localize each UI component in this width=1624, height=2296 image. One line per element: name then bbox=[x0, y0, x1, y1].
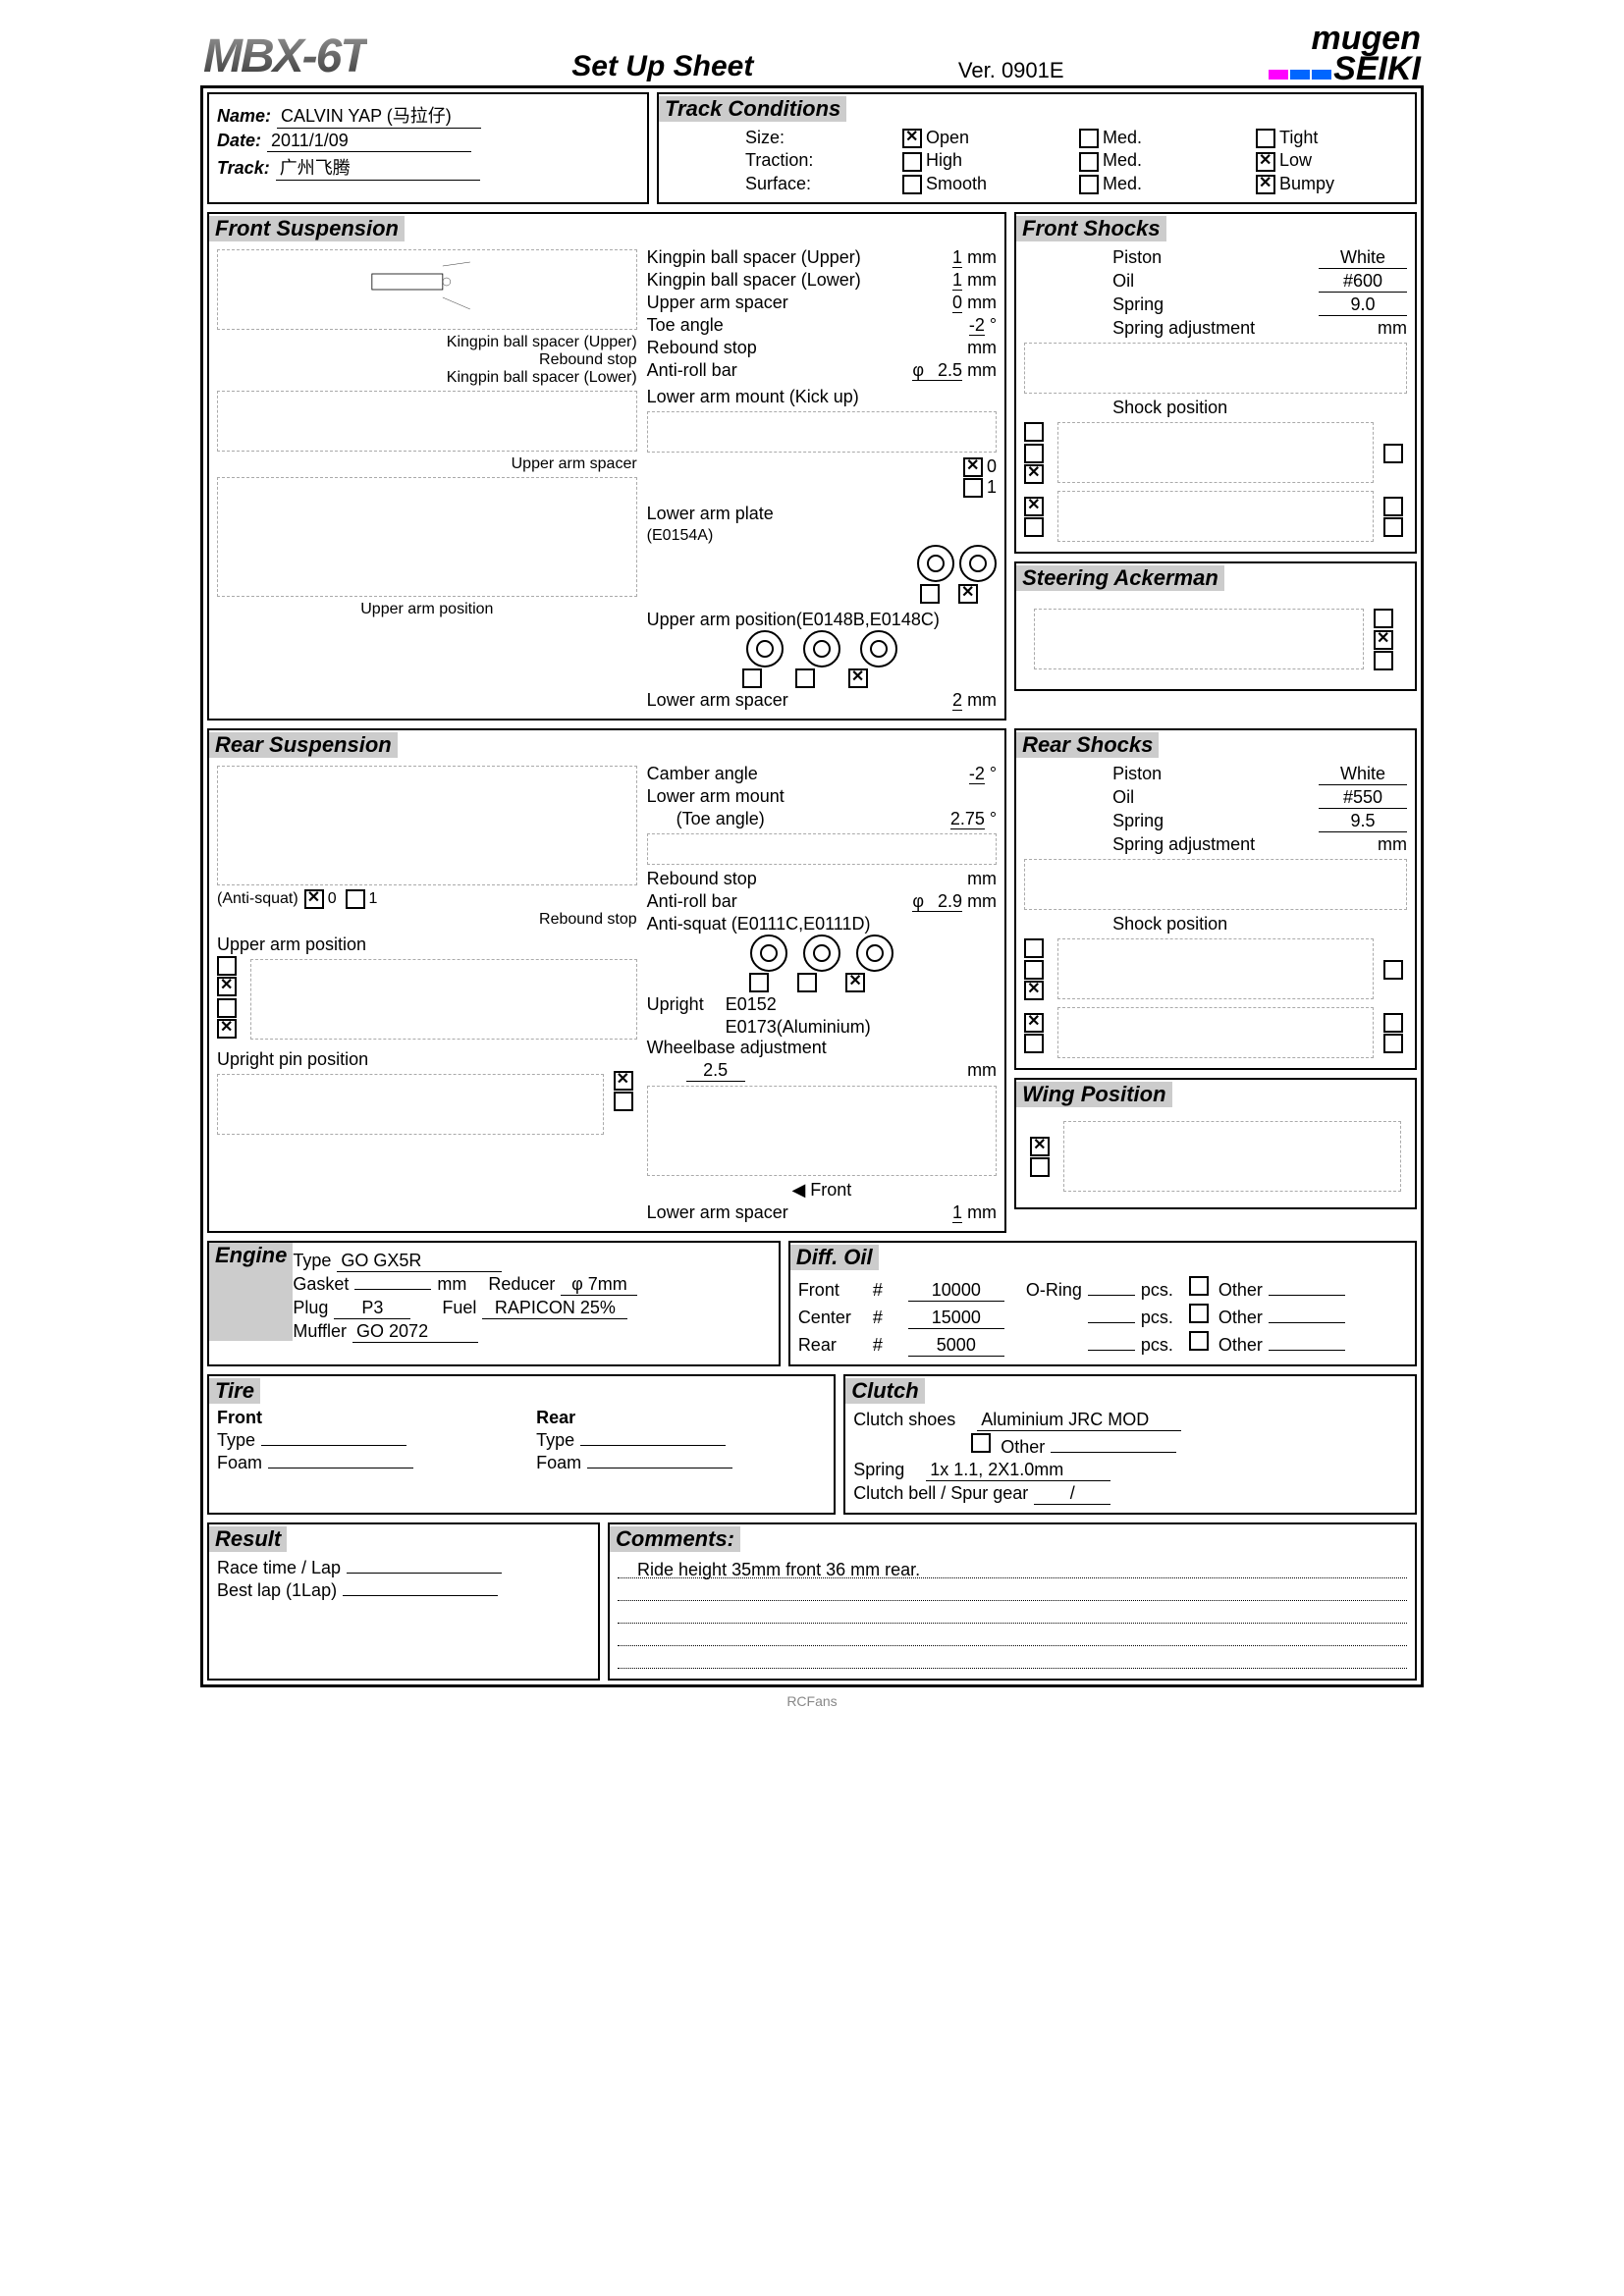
engine: Engine TypeGO GX5R Gasketmm Reducerφ 7mm… bbox=[207, 1241, 781, 1366]
front-susp-diagram bbox=[217, 249, 637, 330]
checkbox bbox=[1024, 981, 1044, 1000]
checkbox bbox=[1024, 422, 1044, 442]
checkbox bbox=[1383, 1034, 1403, 1053]
checkbox bbox=[614, 1092, 633, 1111]
version: Ver. 0901E bbox=[958, 58, 1064, 83]
checkbox bbox=[902, 175, 922, 194]
checkbox bbox=[742, 668, 762, 688]
checkbox bbox=[1024, 938, 1044, 958]
checkbox bbox=[749, 973, 769, 992]
checkbox bbox=[217, 1019, 237, 1039]
steering-ackerman: Steering Ackerman bbox=[1014, 561, 1417, 691]
checkbox bbox=[958, 584, 978, 604]
track-label: Track: bbox=[217, 158, 270, 179]
checkbox bbox=[1256, 152, 1275, 172]
checkbox bbox=[1030, 1137, 1050, 1156]
front-suspension: Front Suspension Kingpin ball spacer (Up… bbox=[207, 212, 1006, 721]
footer: RCFans bbox=[203, 1693, 1421, 1709]
checkbox bbox=[963, 478, 983, 498]
brand-logo: mugen SEIKI bbox=[1269, 24, 1421, 83]
rear-shocks: Rear Shocks PistonWhiteOil#550Spring9.5S… bbox=[1014, 728, 1417, 1070]
checkbox bbox=[1079, 175, 1099, 194]
checkbox bbox=[920, 584, 940, 604]
checkbox bbox=[1024, 517, 1044, 537]
rear-suspension: Rear Suspension (Anti-squat) 0 1 Rebound… bbox=[207, 728, 1006, 1233]
checkbox bbox=[217, 998, 237, 1018]
clutch: Clutch Clutch shoes Aluminium JRC MOD Ot… bbox=[843, 1374, 1417, 1515]
checkbox bbox=[1383, 517, 1403, 537]
name-value: CALVIN YAP (马拉仔) bbox=[277, 102, 481, 129]
checkbox bbox=[1256, 129, 1275, 148]
checkbox bbox=[1024, 1034, 1044, 1053]
checkbox bbox=[902, 152, 922, 172]
checkbox bbox=[795, 668, 815, 688]
date-value: 2011/1/09 bbox=[267, 131, 471, 152]
checkbox bbox=[1383, 444, 1403, 463]
rear-susp-diagram bbox=[217, 766, 637, 885]
track-value: 广州飞腾 bbox=[276, 154, 480, 181]
result: Result Race time / Lap Best lap (1Lap) bbox=[207, 1522, 600, 1681]
checkbox bbox=[1024, 960, 1044, 980]
checkbox bbox=[1374, 651, 1393, 670]
checkbox bbox=[1374, 630, 1393, 650]
checkbox bbox=[1189, 1331, 1209, 1351]
checkbox bbox=[963, 457, 983, 477]
checkbox bbox=[797, 973, 817, 992]
checkbox bbox=[902, 129, 922, 148]
track-conditions: Track Conditions Size:OpenMed.TightTract… bbox=[657, 92, 1417, 204]
wing-position: Wing Position bbox=[1014, 1078, 1417, 1209]
checkbox bbox=[217, 956, 237, 976]
checkbox bbox=[1024, 1013, 1044, 1033]
sheet-title: Set Up Sheet bbox=[571, 50, 753, 83]
model-logo: MBX-6T bbox=[203, 29, 367, 83]
checkbox bbox=[1383, 497, 1403, 516]
setup-sheet: Name: CALVIN YAP (马拉仔) Date: 2011/1/09 Tra… bbox=[200, 85, 1424, 1687]
checkbox bbox=[845, 973, 865, 992]
checkbox bbox=[848, 668, 868, 688]
checkbox bbox=[1030, 1157, 1050, 1177]
checkbox bbox=[614, 1071, 633, 1091]
checkbox bbox=[1189, 1304, 1209, 1323]
diff-oil: Diff. Oil Front#10000 O-Ringpcs. OtherCe… bbox=[788, 1241, 1417, 1366]
checkbox bbox=[1024, 464, 1044, 484]
checkbox bbox=[346, 889, 365, 909]
checkbox bbox=[1256, 175, 1275, 194]
checkbox bbox=[1024, 497, 1044, 516]
checkbox bbox=[1383, 960, 1403, 980]
checkbox bbox=[1374, 609, 1393, 628]
checkbox bbox=[1024, 444, 1044, 463]
checkbox bbox=[304, 889, 324, 909]
checkbox bbox=[1079, 152, 1099, 172]
front-shocks: Front Shocks PistonWhiteOil#600Spring9.0… bbox=[1014, 212, 1417, 554]
checkbox bbox=[1383, 1013, 1403, 1033]
comments: Comments: Ride height 35mm front 36 mm r… bbox=[608, 1522, 1417, 1681]
name-label: Name: bbox=[217, 106, 271, 127]
checkbox bbox=[217, 977, 237, 996]
checkbox bbox=[1189, 1276, 1209, 1296]
date-label: Date: bbox=[217, 131, 261, 151]
tire: Tire Front Type Foam Rear Type Foam bbox=[207, 1374, 836, 1515]
checkbox bbox=[1079, 129, 1099, 148]
